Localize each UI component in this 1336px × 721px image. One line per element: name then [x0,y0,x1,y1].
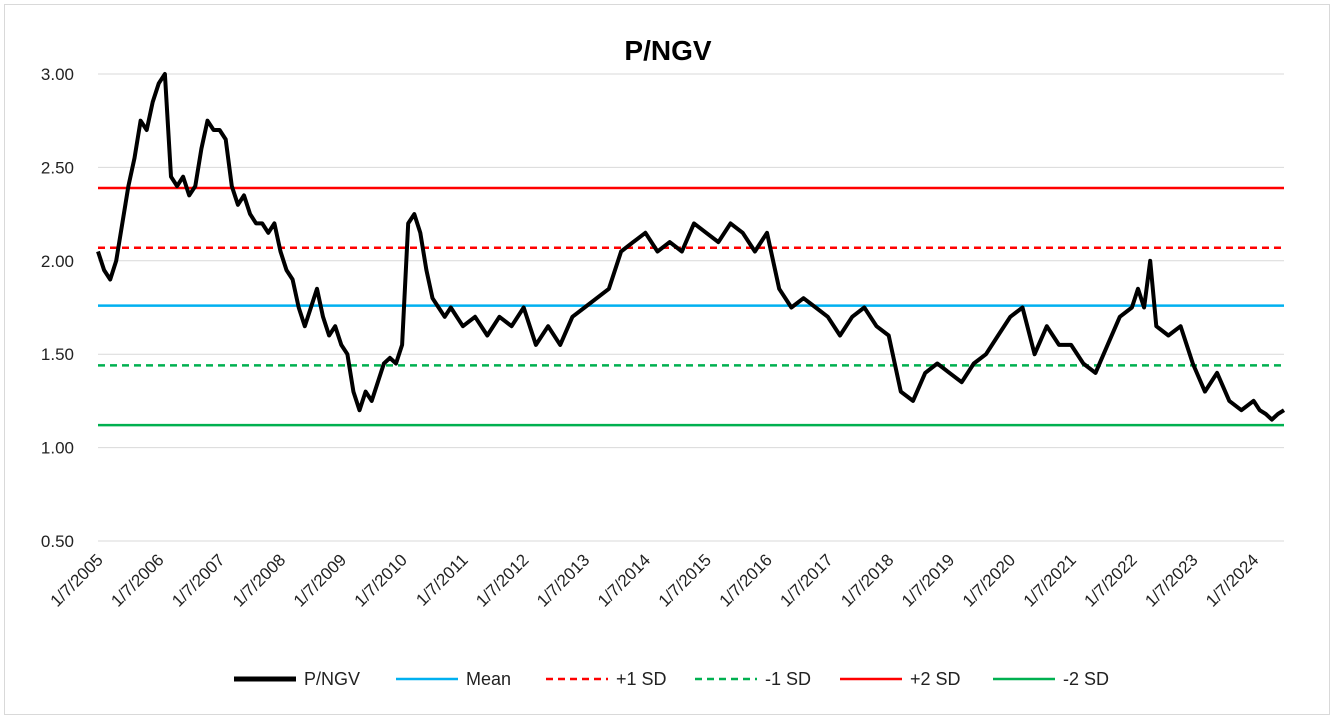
legend-label: -2 SD [1063,669,1109,689]
x-tick-label: 1/7/2012 [472,550,532,610]
x-axis-ticks: 1/7/2005 1/7/2006 1/7/2007 1/7/2008 1/7/2009… [47,550,1263,610]
y-tick-label: 1.00 [41,439,74,458]
x-tick-label: 1/7/2005 [47,550,107,610]
legend-label: +1 SD [616,669,667,689]
x-tick-label: 1/7/2010 [351,550,411,610]
y-tick-label: 1.50 [41,345,74,364]
x-tick-label: 1/7/2013 [533,550,593,610]
x-tick-label: 1/7/2021 [1020,550,1080,610]
legend-label: P/NGV [304,669,360,689]
y-axis-ticks: 0.50 1.00 1.50 2.00 2.50 3.00 [41,65,74,551]
gridlines [98,73,1284,542]
y-tick-label: 2.00 [41,252,74,271]
x-tick-label: 1/7/2020 [959,550,1019,610]
x-tick-label: 1/7/2022 [1081,550,1141,610]
x-tick-label: 1/7/2009 [290,550,350,610]
legend: P/NGV Mean +1 SD -1 SD +2 SD -2 SD [234,669,1109,689]
x-tick-label: 1/7/2017 [776,550,836,610]
legend-label: -1 SD [765,669,811,689]
x-tick-label: 1/7/2006 [107,550,167,610]
x-tick-label: 1/7/2024 [1202,550,1262,610]
chart-title: P/NGV [624,35,711,66]
legend-label: Mean [466,669,511,689]
y-tick-label: 2.50 [41,158,74,177]
y-tick-label: 3.00 [41,65,74,84]
x-tick-label: 1/7/2008 [229,550,289,610]
pngv-series [96,72,1286,422]
chart-frame [4,4,1330,715]
x-tick-label: 1/7/2014 [594,550,654,610]
x-tick-label: 1/7/2019 [898,550,958,610]
x-tick-label: 1/7/2007 [168,550,228,610]
x-tick-label: 1/7/2016 [716,550,776,610]
legend-label: +2 SD [910,669,961,689]
x-tick-label: 1/7/2011 [412,550,471,609]
x-tick-label: 1/7/2023 [1141,550,1201,610]
pngv-line [96,72,1286,422]
x-tick-label: 1/7/2015 [655,550,715,610]
x-tick-label: 1/7/2018 [837,550,897,610]
y-tick-label: 0.50 [41,532,74,551]
